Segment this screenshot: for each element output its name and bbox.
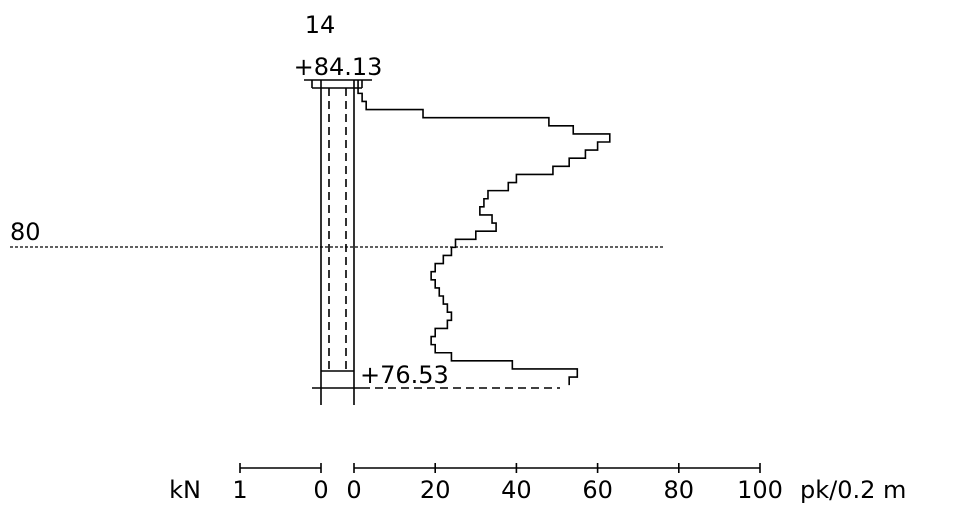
probe-column — [304, 79, 560, 405]
pk-tick-label-0: 0 — [346, 476, 361, 504]
reference-level-label: 80 — [10, 218, 41, 246]
pk-tick-label-20: 20 — [420, 476, 451, 504]
point-number: 14 — [305, 11, 336, 39]
pk-unit-label: pk/0.2 m — [800, 476, 906, 504]
pk-tick-label-80: 80 — [664, 476, 695, 504]
pk-tick-label-100: 100 — [737, 476, 783, 504]
kn-unit-label: kN — [169, 476, 201, 504]
pk-tick-label-40: 40 — [501, 476, 532, 504]
penetration-profile — [357, 80, 611, 386]
bottom-elevation: +76.53 — [360, 361, 449, 389]
scale-bar — [239, 463, 761, 473]
kn-tick-label-0: 0 — [313, 476, 328, 504]
top-elevation: +84.13 — [294, 53, 383, 81]
pk-tick-label-60: 60 — [582, 476, 613, 504]
kn-tick-label-1: 1 — [232, 476, 247, 504]
